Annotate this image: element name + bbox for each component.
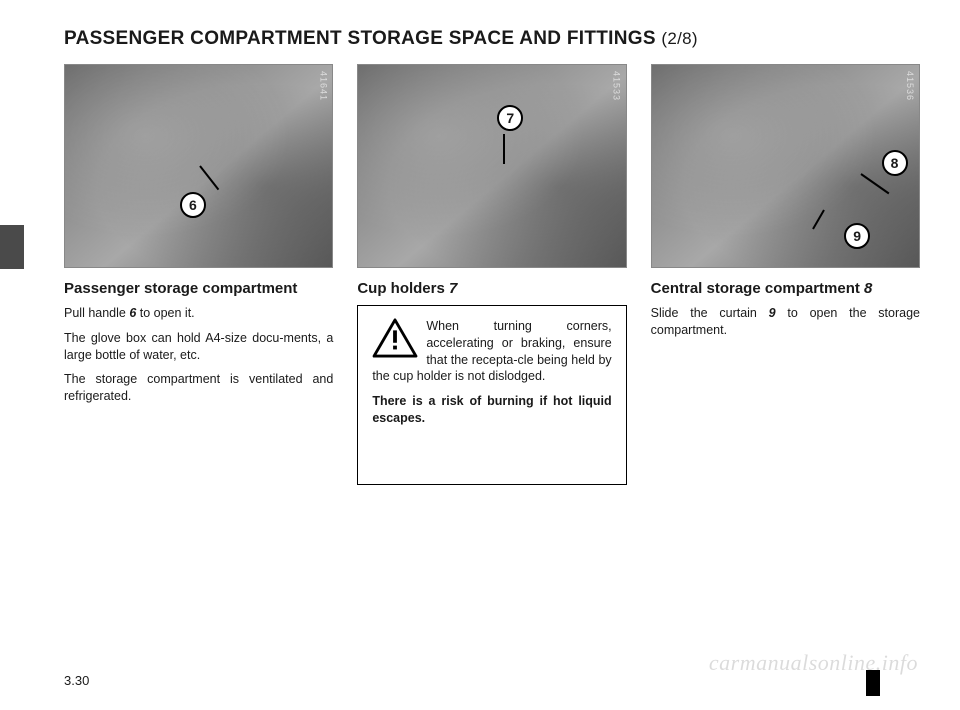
text: Pull handle (64, 306, 129, 320)
warning-bold: There is a risk of burning if hot liquid… (372, 393, 611, 427)
heading-right: Central storage compartment 8 (651, 280, 920, 299)
warning-box: When turning corners, accelerating or br… (357, 305, 626, 485)
photo-central-storage: 41536 8 9 (651, 64, 920, 268)
leader-line (861, 173, 890, 194)
callout-num: 9 (853, 228, 861, 244)
text: Slide the curtain (651, 306, 769, 320)
columns: 41641 6 Passenger storage compartment Pu… (64, 64, 920, 485)
corner-mark (866, 670, 880, 696)
leader-line (503, 134, 505, 164)
para: The storage compartment is ventilated an… (64, 371, 333, 405)
callout-num: 7 (506, 110, 514, 126)
image-code: 41536 (905, 71, 915, 101)
warning-icon (372, 318, 418, 358)
callout-num: 8 (891, 155, 899, 171)
page-title: PASSENGER COMPARTMENT STORAGE SPACE AND … (64, 28, 920, 50)
title-main: PASSENGER COMPARTMENT STORAGE SPACE AND … (64, 28, 656, 49)
leader-line (812, 210, 825, 230)
watermark: carmanualsonline.info (709, 650, 918, 676)
callout-9: 9 (844, 223, 870, 249)
title-suffix: (2/8) (661, 29, 697, 48)
image-code: 41533 (612, 71, 622, 101)
leader-line (199, 165, 219, 190)
col-right: 41536 8 9 Central storage compartment 8 … (651, 64, 920, 485)
para: Slide the curtain 9 to open the storage … (651, 305, 920, 339)
text: to open it. (136, 306, 194, 320)
page-number: 3.30 (64, 673, 89, 688)
col-center: 41533 7 Cup holders 7 When turning corne… (357, 64, 626, 485)
heading-center: Cup holders 7 (357, 280, 626, 299)
photo-cupholder: 41533 7 (357, 64, 626, 268)
section-tab (0, 225, 24, 269)
callout-6: 6 (180, 192, 206, 218)
text: Cup holders (357, 280, 449, 297)
callout-8: 8 (882, 150, 908, 176)
ref-num: 8 (864, 280, 872, 297)
ref-num: 7 (449, 280, 457, 297)
text: Central storage compartment (651, 280, 864, 297)
callout-num: 6 (189, 197, 197, 213)
para: The glove box can hold A4-size docu-ment… (64, 330, 333, 364)
callout-7: 7 (497, 105, 523, 131)
photo-glovebox: 41641 6 (64, 64, 333, 268)
image-code: 41641 (318, 71, 328, 101)
heading-left: Passenger storage compartment (64, 280, 333, 299)
para: Pull handle 6 to open it. (64, 305, 333, 322)
col-left: 41641 6 Passenger storage compartment Pu… (64, 64, 333, 485)
ref-num: 9 (769, 306, 776, 320)
manual-page: PASSENGER COMPARTMENT STORAGE SPACE AND … (0, 0, 960, 710)
